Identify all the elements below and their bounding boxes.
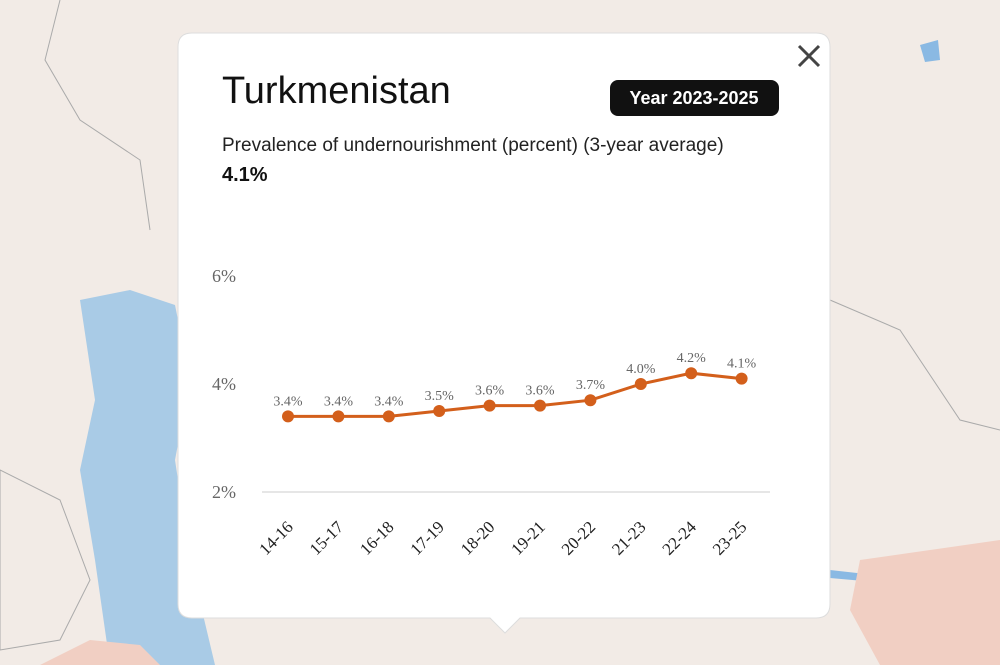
y-tick-label: 4% — [212, 374, 236, 394]
data-point — [634, 378, 647, 390]
data-point — [382, 410, 395, 423]
indicator-value: 4.1% — [222, 164, 268, 186]
region — [40, 640, 160, 665]
popup-title: Turkmenistan — [222, 70, 451, 112]
year-badge — [610, 80, 779, 116]
year-badge-text: Year 2023-2025 — [629, 88, 758, 108]
data-label: 3.4% — [273, 394, 303, 409]
data-label: 3.4% — [374, 394, 404, 409]
indicator-name: Prevalence of undernourishment (percent)… — [222, 135, 724, 156]
popup-card — [177, 32, 831, 634]
data-point — [685, 367, 698, 380]
data-point — [282, 410, 294, 423]
data-label: 4.2% — [677, 351, 707, 366]
data-point — [433, 405, 446, 417]
border — [829, 299, 1000, 431]
data-line — [288, 371, 742, 418]
data-point — [735, 372, 748, 385]
data-label: 4.1% — [727, 357, 757, 372]
close-button[interactable] — [797, 44, 821, 68]
region — [850, 540, 1000, 665]
data-label: 3.4% — [324, 394, 354, 409]
data-point — [584, 394, 597, 407]
data-label: 3.6% — [525, 384, 555, 399]
y-tick-label: 6% — [212, 266, 236, 286]
data-label: 4.0% — [626, 362, 656, 377]
water — [920, 40, 940, 62]
data-point — [483, 399, 496, 412]
border — [0, 469, 91, 651]
data-label: 3.6% — [475, 384, 505, 399]
data-label: 3.7% — [576, 378, 606, 393]
y-tick-label: 2% — [212, 482, 236, 502]
data-point — [332, 410, 345, 423]
data-point — [534, 399, 546, 412]
data-label: 3.5% — [425, 389, 455, 404]
border — [44, 0, 151, 231]
